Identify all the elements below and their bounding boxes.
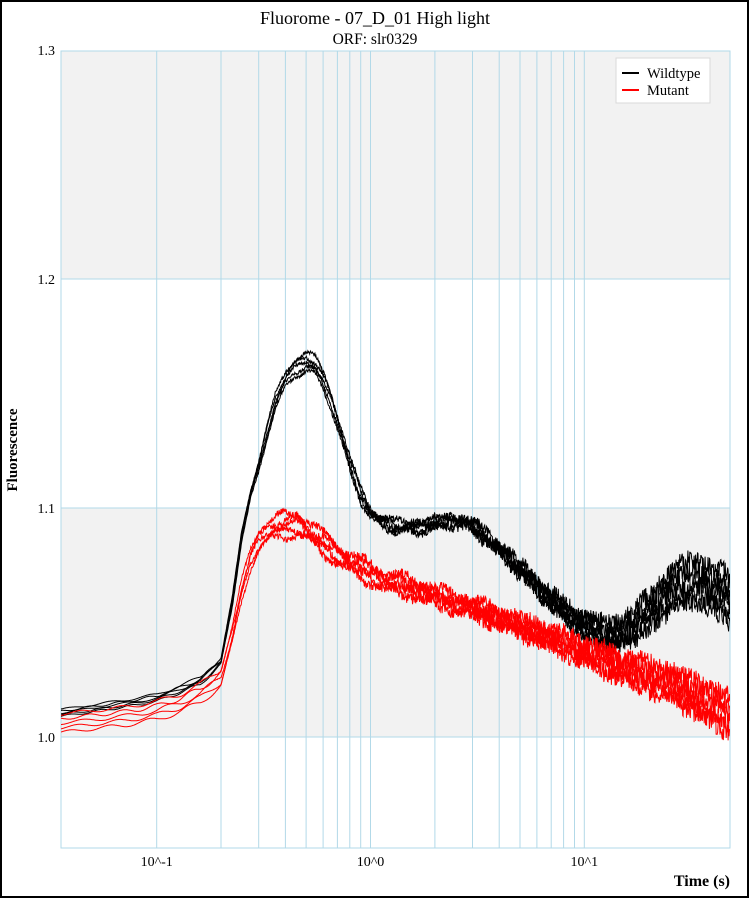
- plot-border: [60, 50, 731, 849]
- legend-label-wildtype: Wildtype: [647, 66, 700, 82]
- legend-box: [615, 57, 711, 104]
- x-tick-label: 10^-1: [141, 855, 173, 870]
- series-trace-wildtype: [61, 349, 730, 710]
- gridline-layer: [61, 51, 730, 848]
- curve-layer: [61, 349, 730, 741]
- band-layer: [61, 51, 730, 848]
- y-tick-label: 1.1: [38, 502, 56, 517]
- y-tick-label: 1.3: [38, 44, 56, 59]
- y-tick-label: 1.0: [38, 731, 56, 746]
- y-axis-label: Fluorescence: [5, 408, 21, 491]
- y-tick-label: 1.2: [38, 273, 56, 288]
- legend-label-mutant: Mutant: [647, 83, 689, 99]
- tick-label-layer: 10^-1 10^0 10^1 1.0 1.1 1.2 1.3: [38, 44, 599, 870]
- x-axis-label: Time (s): [674, 873, 730, 890]
- series-trace-wildtype: [61, 367, 730, 717]
- chart-subtitle: ORF: slr0329: [333, 31, 418, 48]
- legend: Wildtype Mutant: [615, 57, 711, 104]
- x-tick-label: 10^0: [357, 855, 385, 870]
- series-trace-mutant: [61, 511, 730, 720]
- series-trace-mutant: [61, 507, 730, 716]
- series-trace-mutant: [61, 530, 730, 741]
- x-tick-label: 10^1: [571, 855, 599, 870]
- chart-title: Fluorome - 07_D_01 High light: [260, 8, 490, 28]
